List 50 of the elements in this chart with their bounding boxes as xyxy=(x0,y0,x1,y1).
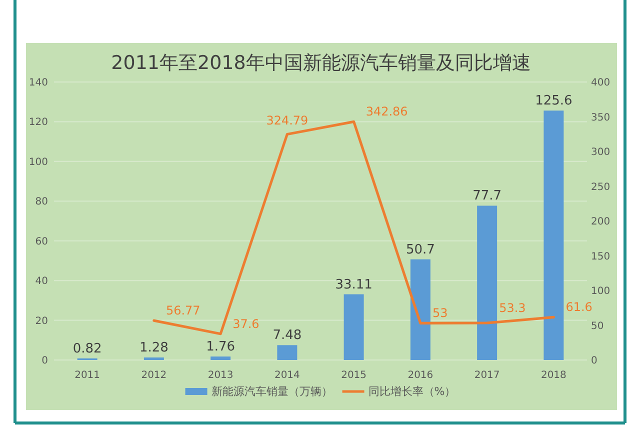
y2-tick-label: 50 xyxy=(591,320,604,332)
legend-label: 同比增长率（%） xyxy=(368,385,456,398)
data-label: 33.11 xyxy=(335,277,372,292)
x-tick-label: 2013 xyxy=(208,370,234,381)
data-label: 7.48 xyxy=(272,328,302,344)
y2-tick-label: 250 xyxy=(591,182,610,193)
data-label: 37.6 xyxy=(232,316,260,331)
chart-title: 2011年至2018年中国新能源汽车销量及同比增速 xyxy=(111,52,531,74)
y-tick-label: 140 xyxy=(28,78,48,88)
y-tick-label: 100 xyxy=(28,156,48,168)
y2-tick-label: 0 xyxy=(591,356,598,366)
data-label: 1.76 xyxy=(206,340,236,355)
x-tick-label: 2014 xyxy=(274,370,300,381)
x-tick-label: 2018 xyxy=(540,370,566,381)
bar xyxy=(544,110,564,360)
data-label: 0.82 xyxy=(72,341,102,356)
x-tick-label: 2012 xyxy=(141,370,167,381)
bar xyxy=(477,206,498,360)
data-label: 56.77 xyxy=(166,304,200,318)
y2-tick-label: 200 xyxy=(591,216,610,228)
bar xyxy=(210,356,231,360)
x-tick-label: 2017 xyxy=(474,370,500,381)
data-label: 61.6 xyxy=(566,300,592,314)
data-label: 53.3 xyxy=(499,300,526,315)
data-label: 1.28 xyxy=(139,340,168,356)
y2-tick-label: 300 xyxy=(591,147,610,158)
legend-label: 新能源汽车销量（万辆） xyxy=(211,385,332,398)
y-tick-label: 80 xyxy=(35,196,48,208)
x-tick-label: 2011 xyxy=(74,370,100,381)
data-label: 324.79 xyxy=(266,113,308,128)
bar xyxy=(277,345,298,360)
bar xyxy=(410,259,430,360)
data-label: 77.7 xyxy=(472,188,502,204)
y-tick-label: 20 xyxy=(35,316,48,327)
data-label: 125.6 xyxy=(535,94,572,109)
data-label: 342.86 xyxy=(366,104,408,119)
bar xyxy=(144,357,164,360)
y-tick-label: 60 xyxy=(35,236,48,248)
y2-tick-label: 350 xyxy=(591,112,610,124)
y2-tick-label: 150 xyxy=(591,251,610,262)
y-tick-label: 40 xyxy=(35,276,48,288)
y2-tick-label: 400 xyxy=(591,78,610,88)
y-tick-label: 120 xyxy=(28,117,48,128)
x-tick-label: 2015 xyxy=(341,370,367,381)
y2-tick-label: 100 xyxy=(591,286,610,297)
bar xyxy=(344,294,364,360)
data-label: 50.7 xyxy=(406,242,435,258)
x-tick-label: 2016 xyxy=(408,370,434,381)
data-label: 53 xyxy=(432,306,448,320)
y-tick-label: 0 xyxy=(42,356,48,366)
